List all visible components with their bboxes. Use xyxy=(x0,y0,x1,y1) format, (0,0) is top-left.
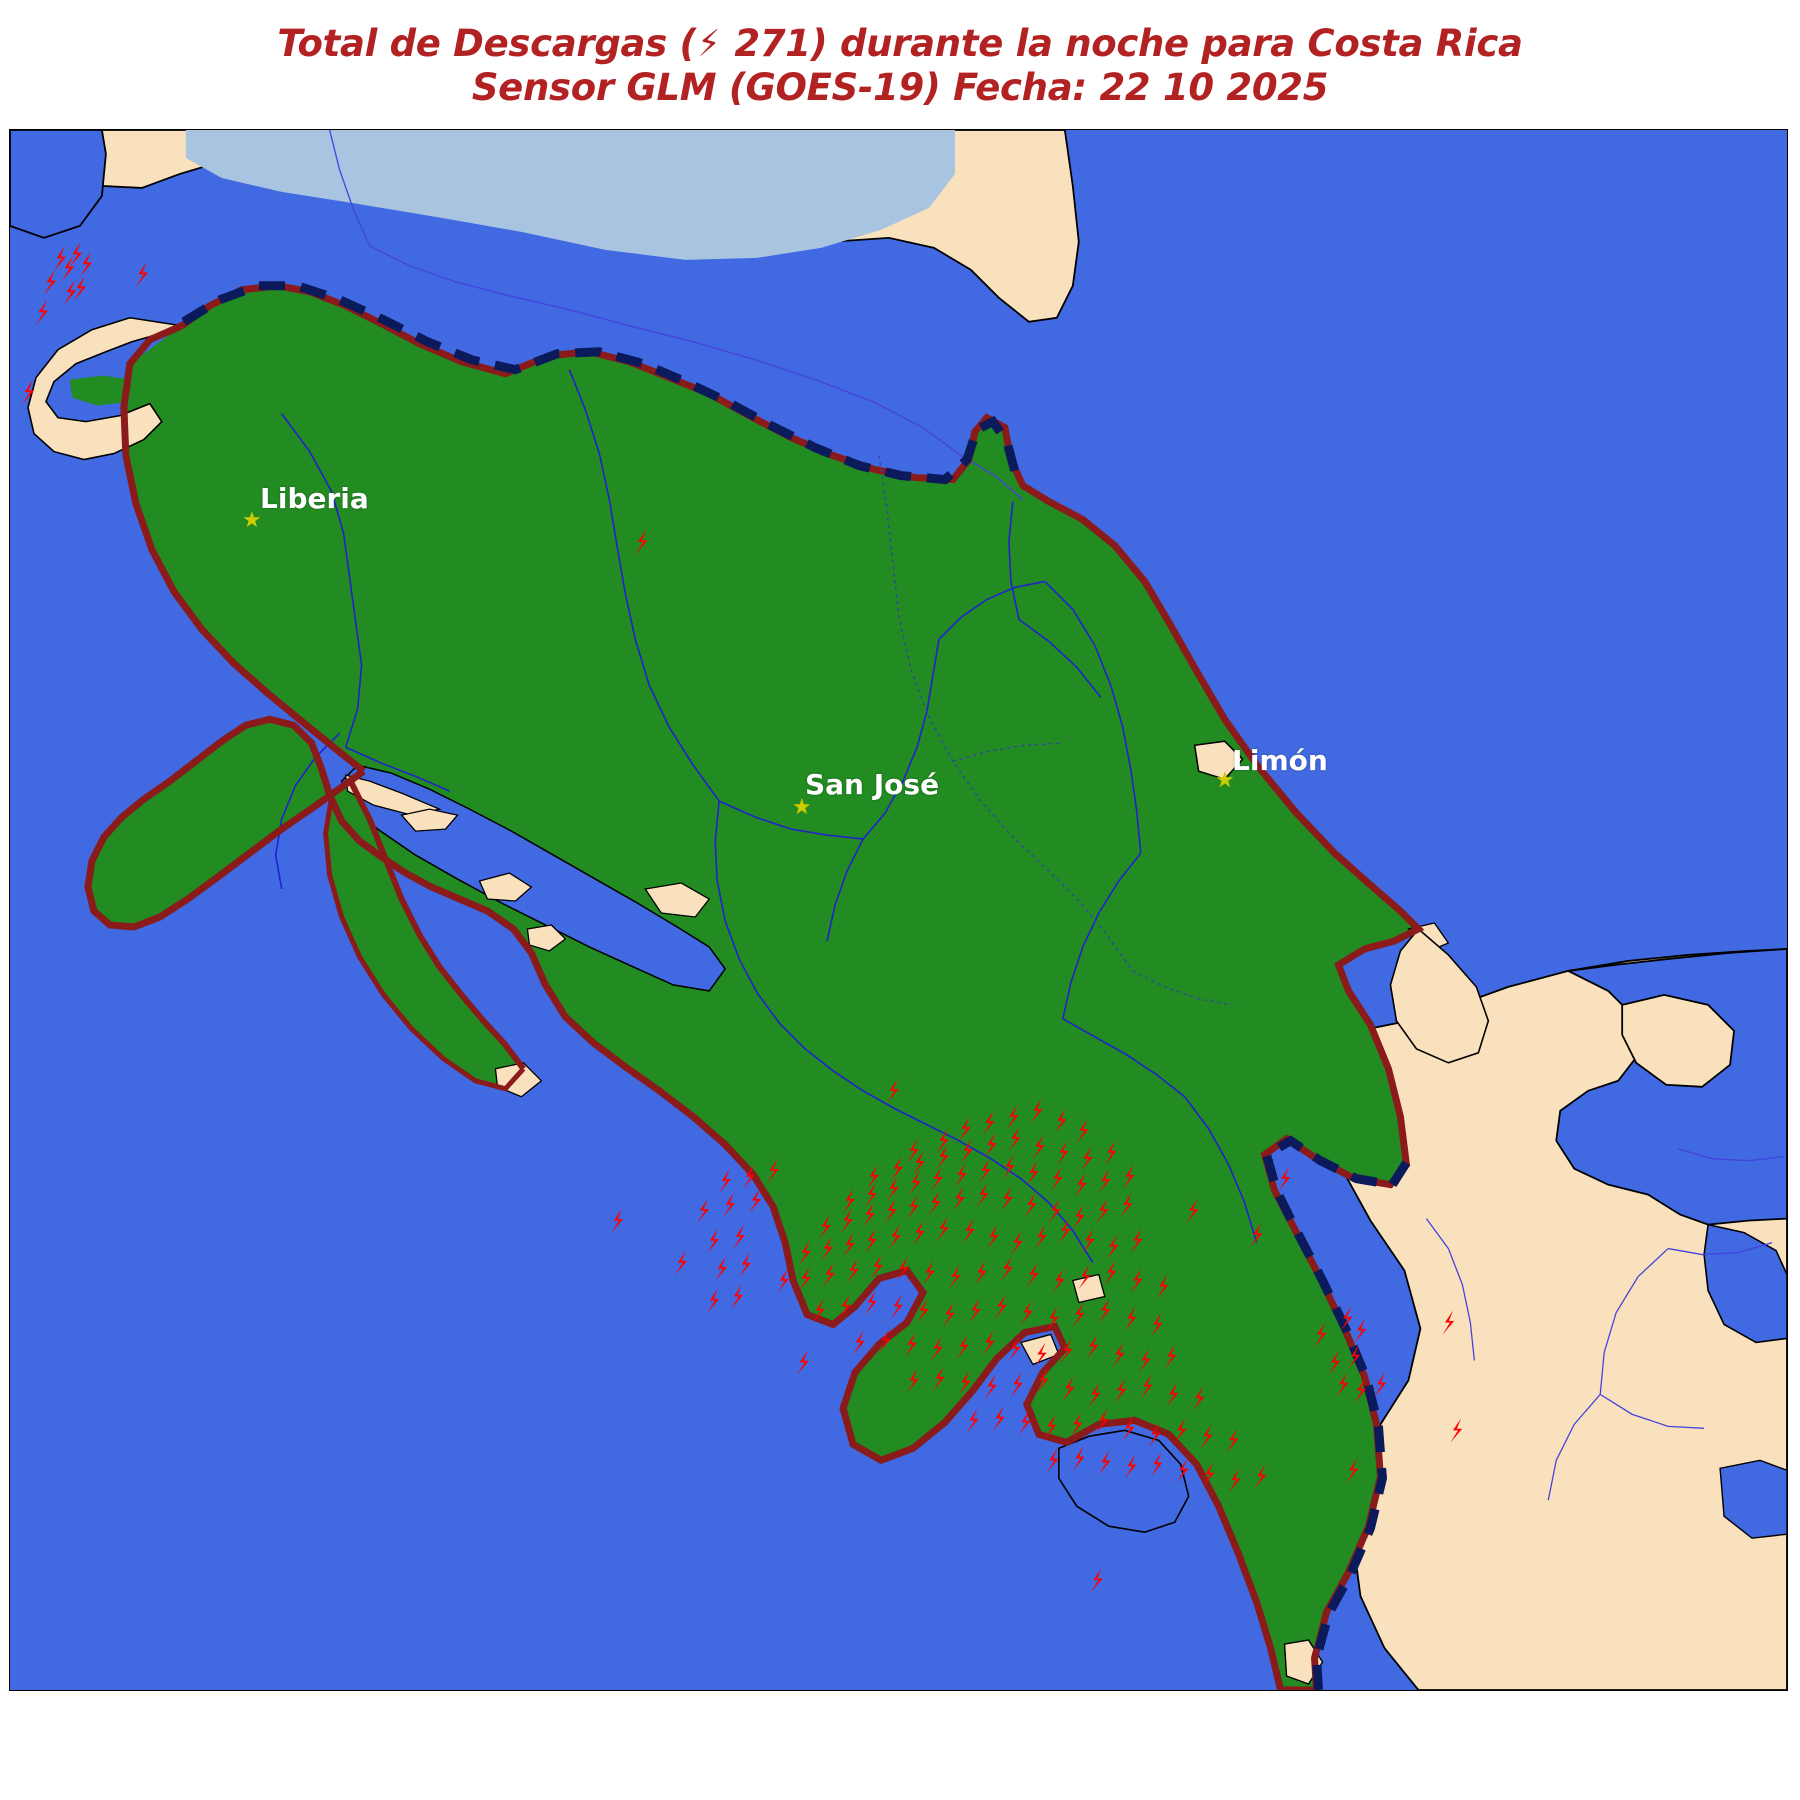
nicaragua-rivers xyxy=(329,130,1024,501)
gulf-island-b xyxy=(526,924,567,952)
lake-nicaragua-water xyxy=(185,130,955,260)
map-title-block: Total de Descargas (⚡ 271) durante la no… xyxy=(0,22,1800,109)
pacific-nw-inlet xyxy=(10,130,107,239)
caribbean-inlet-east xyxy=(1703,1223,1787,1344)
title-line-1: Total de Descargas (⚡ 271) durante la no… xyxy=(0,22,1800,66)
lightning-icon: ⚡ xyxy=(698,22,720,65)
title-prefix: Total de Descargas ( xyxy=(277,22,697,65)
gulf-island-c xyxy=(644,882,711,918)
map-canvas[interactable] xyxy=(10,130,1787,1690)
golfo-dulce xyxy=(1058,1429,1190,1534)
limon-point xyxy=(1193,740,1244,781)
nw-coast-detail xyxy=(27,316,183,461)
isla-colon xyxy=(1621,993,1736,1088)
nicoya-coast-border xyxy=(346,777,526,1071)
panama-rivers xyxy=(1425,1148,1785,1501)
caribbean-inlet-se xyxy=(1719,1459,1787,1539)
costa-rica-border-pacific xyxy=(84,715,1317,1690)
title-suffix: ) durante la noche para Costa Rica xyxy=(810,22,1523,65)
nicoya-inner-border xyxy=(323,796,526,1092)
provincial-borders xyxy=(878,455,1233,1006)
south-coast-strip-b xyxy=(1071,1273,1106,1304)
costa-rica-border-northwest xyxy=(120,322,366,774)
title-line-2: Sensor GLM (GOES-19) Fecha: 22 10 2025 xyxy=(471,65,1329,109)
caribbean-bay-ne xyxy=(1389,927,1490,1064)
costa-rica-fill[interactable] xyxy=(87,285,1419,1690)
gulf-island-a xyxy=(478,872,533,902)
international-border-dashed xyxy=(181,281,1411,1690)
river-network xyxy=(274,369,1258,1263)
title-count: 271 xyxy=(721,22,811,65)
isla-chira xyxy=(400,808,459,832)
map-frame[interactable]: Liberia ★ San José ★ Limón ★ xyxy=(9,129,1788,1691)
